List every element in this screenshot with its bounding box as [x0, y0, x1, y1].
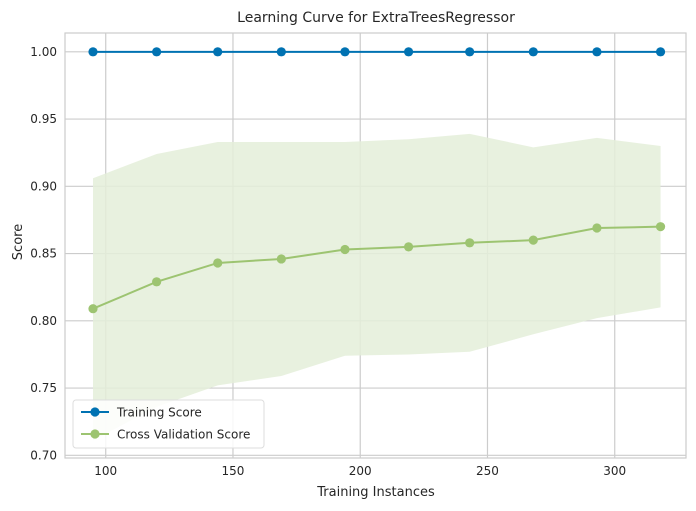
data-point [528, 235, 538, 245]
data-point [88, 304, 98, 314]
data-point [465, 47, 475, 57]
data-point [403, 47, 414, 57]
data-point [592, 47, 602, 57]
series-band-1 [93, 133, 661, 441]
data-point [213, 258, 223, 268]
legend-swatch-marker [90, 429, 100, 439]
y-tick-label: 1.00 [30, 45, 57, 59]
y-tick-label: 0.90 [30, 179, 57, 193]
legend-label: Training Score [116, 406, 202, 420]
y-axis-label: Score [11, 224, 26, 260]
x-tick-label: 200 [349, 464, 372, 478]
y-tick-label: 0.95 [30, 112, 57, 126]
x-tick-label: 300 [603, 464, 626, 478]
y-tick-label: 0.85 [30, 247, 57, 261]
series-0 [88, 47, 666, 57]
data-point [340, 47, 350, 57]
plot-frame [64, 32, 687, 459]
legend: Training Score Cross Validation Score [72, 399, 265, 449]
data-point [403, 242, 414, 252]
legend-swatch-marker [90, 407, 100, 417]
data-point [213, 47, 223, 57]
data-point [592, 223, 602, 233]
series-1 [88, 222, 666, 314]
y-tick-label: 0.80 [30, 314, 57, 328]
legend-label: Cross Validation Score [117, 428, 250, 442]
data-point [465, 238, 475, 248]
legend-box [72, 399, 265, 449]
x-tick-label: 250 [476, 464, 499, 478]
legend-item: Cross Validation Score [81, 428, 250, 442]
data-point [655, 222, 666, 232]
x-tick-label: 100 [94, 464, 117, 478]
y-tick-label: 0.75 [30, 381, 57, 395]
data-point [340, 244, 350, 255]
data-point [655, 47, 666, 57]
series-line [92, 225, 661, 310]
data-point [152, 277, 162, 287]
legend-item: Training Score [81, 406, 202, 420]
chart-title: Learning Curve for ExtraTreesRegressor [237, 10, 515, 26]
x-tick-label: 150 [222, 464, 245, 478]
data-point [276, 47, 286, 57]
x-axis-label: Training Instances [316, 485, 435, 500]
data-point [152, 47, 162, 57]
y-tick-label: 0.70 [30, 448, 57, 462]
data-point [528, 47, 538, 57]
data-point [88, 47, 98, 57]
data-point [276, 254, 286, 264]
